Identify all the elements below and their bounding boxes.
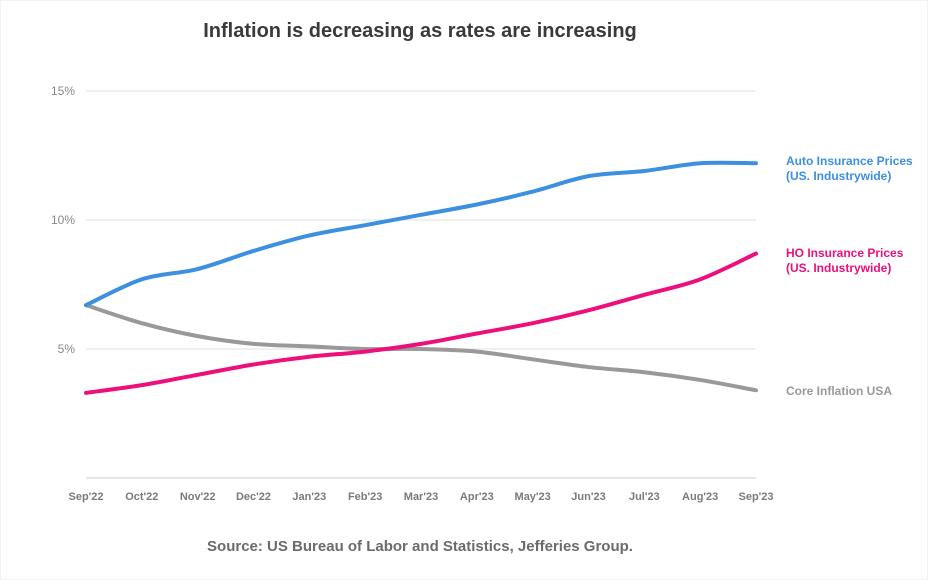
y-tick-label: 15% xyxy=(51,84,75,98)
series-line-core xyxy=(84,303,758,393)
series-label-auto: Auto Insurance Prices xyxy=(786,154,913,168)
x-tick-label: Feb'23 xyxy=(348,491,382,503)
x-tick-label: Jan'23 xyxy=(292,491,326,503)
chart-title: Inflation is decreasing as rates are inc… xyxy=(203,20,637,42)
x-tick-label: May'23 xyxy=(515,491,551,503)
y-tick-label: 5% xyxy=(58,342,76,356)
x-tick-label: Mar'23 xyxy=(404,491,438,503)
x-tick-label: Apr'23 xyxy=(460,491,494,503)
series-label-auto: (US. Industrywide) xyxy=(786,169,891,183)
x-tick-label: Aug'23 xyxy=(682,491,718,503)
x-tick-label: Oct'22 xyxy=(125,491,158,503)
series-label-core: Core Inflation USA xyxy=(786,384,892,398)
x-tick-label: Dec'22 xyxy=(236,491,271,503)
series-label-ho: (US. Industrywide) xyxy=(786,261,891,275)
x-tick-label: Jun'23 xyxy=(571,491,605,503)
x-tick-label: Jul'23 xyxy=(629,491,660,503)
series-line-auto xyxy=(84,160,758,308)
x-tick-label: Sep'22 xyxy=(68,491,103,503)
x-tick-label: Sep'23 xyxy=(738,491,773,503)
series-label-ho: HO Insurance Prices xyxy=(786,246,904,260)
series-line-ho xyxy=(84,251,758,395)
x-tick-label: Nov'22 xyxy=(180,491,216,503)
source-note: Source: US Bureau of Labor and Statistic… xyxy=(207,538,633,555)
y-tick-label: 10% xyxy=(51,213,75,227)
